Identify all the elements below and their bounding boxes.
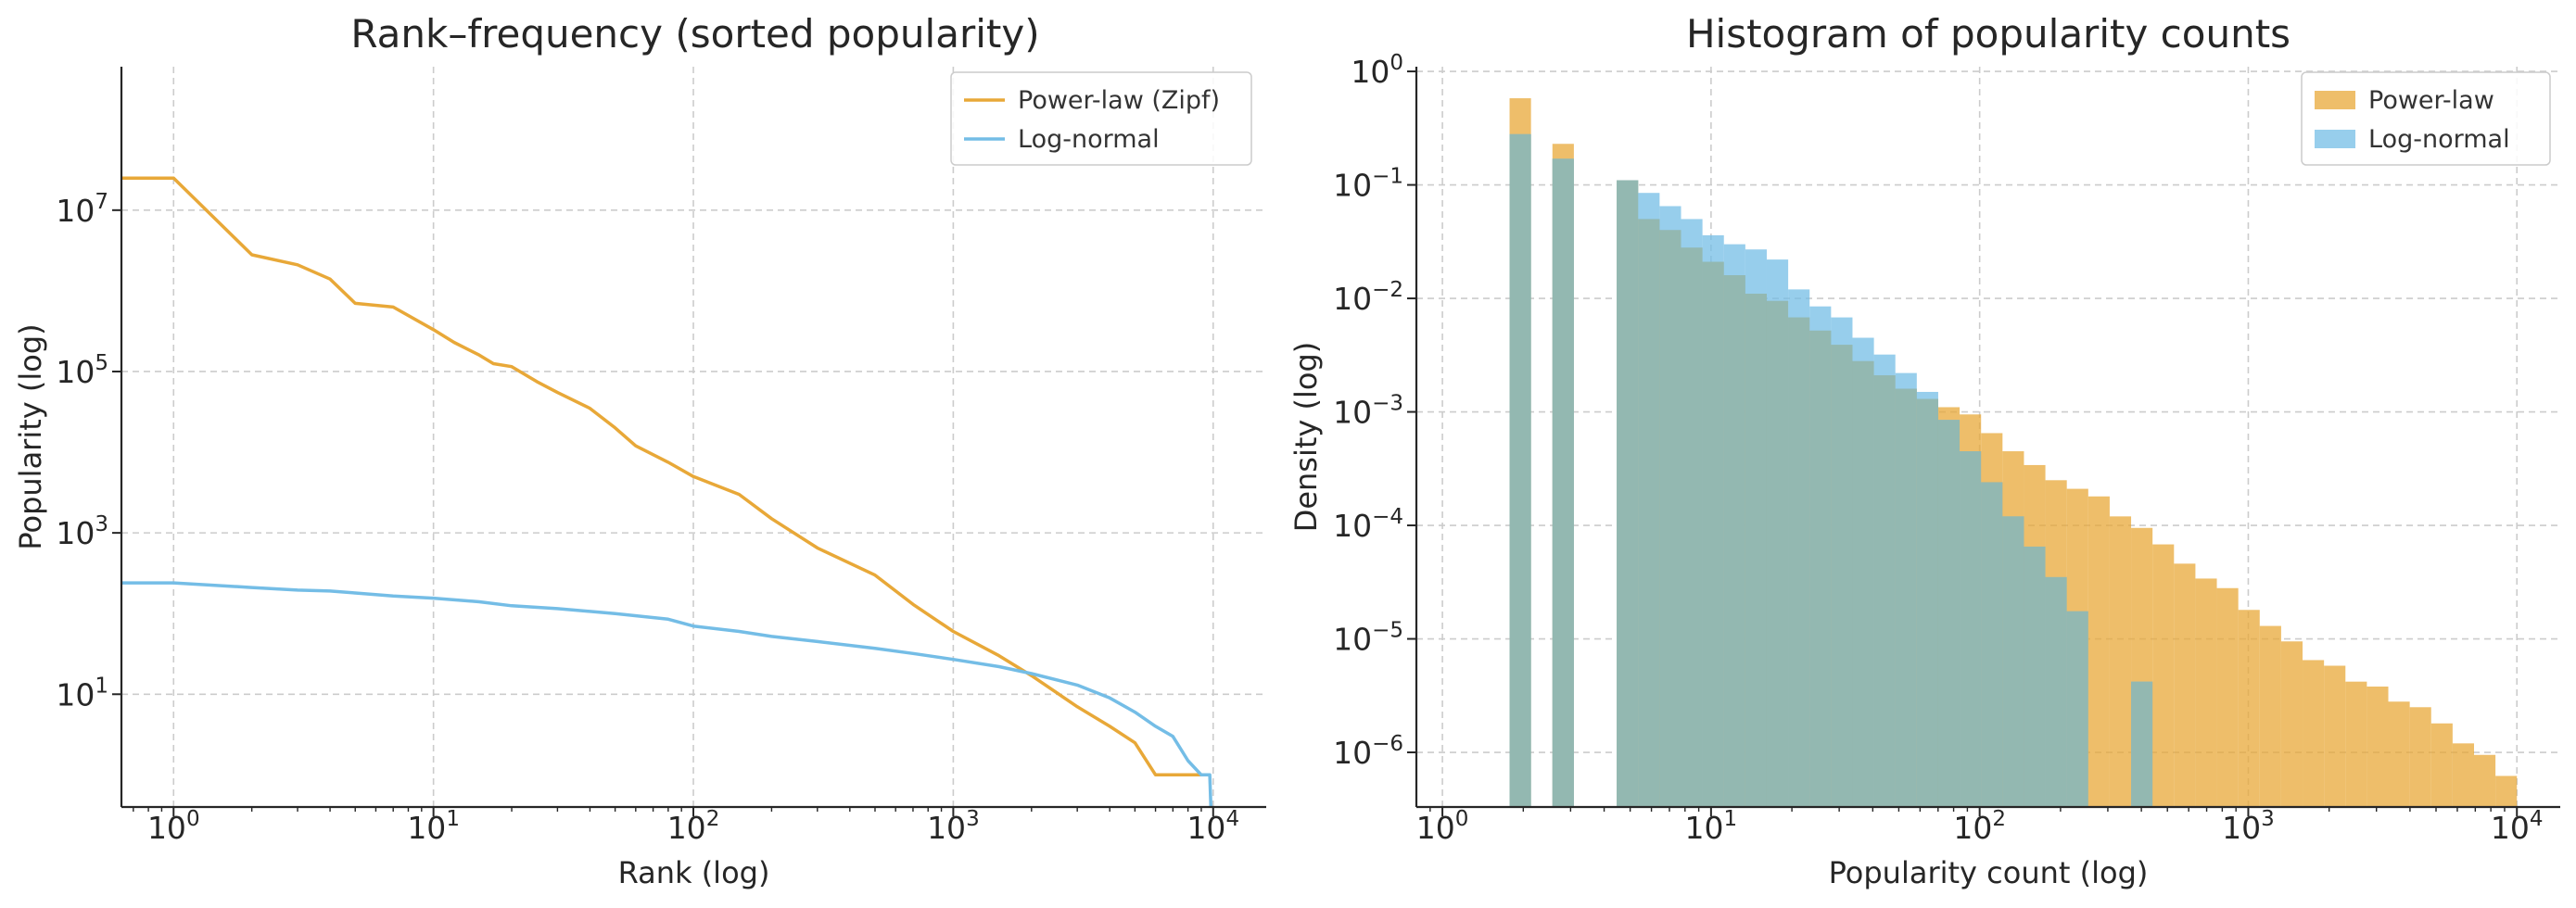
- bar-overlap: [2131, 681, 2153, 807]
- y-tick-label: 10−5: [1333, 619, 1403, 658]
- bar-overlap: [1638, 219, 1660, 808]
- x-tick-label: 103: [927, 807, 980, 846]
- legend-label: Power-law (Zipf): [1018, 86, 1220, 115]
- histogram-chart: 100 101 102 103 104 10−6 10−5 10−4 10−3 10−2 10−1 1…: [1288, 11, 2560, 890]
- bar-overlap: [1552, 158, 1574, 808]
- x-tick-label: 101: [407, 807, 460, 846]
- bar-overlap: [1809, 330, 1832, 807]
- bar-power-law: [2452, 743, 2474, 807]
- legend: Power-law Log-normal: [2301, 71, 2551, 166]
- bar-power-law: [2409, 707, 2431, 807]
- series-line-power-law: [121, 176, 1208, 777]
- bar-overlap: [2002, 516, 2024, 807]
- bar-power-law: [2367, 687, 2389, 807]
- bar-overlap: [1895, 388, 1917, 807]
- bar-power-law: [2174, 563, 2196, 807]
- legend-swatch: [2315, 91, 2355, 109]
- bar-overlap: [1916, 398, 1938, 807]
- bar-overlap: [1831, 345, 1853, 807]
- bar-overlap: [1960, 451, 1982, 807]
- bar-power-law: [2388, 701, 2410, 807]
- y-tick-label: 105: [56, 351, 108, 390]
- legend-label: Power-law: [2368, 86, 2494, 115]
- bar-overlap: [1723, 275, 1745, 807]
- y-tick-label: 101: [56, 674, 108, 713]
- legend-box: [2301, 71, 2551, 166]
- bar-overlap: [1981, 482, 2003, 807]
- x-tick-label: 102: [1953, 807, 2006, 846]
- bar-overlap: [1617, 180, 1639, 807]
- legend-box: [950, 71, 1252, 166]
- bar-power-law: [2473, 754, 2496, 807]
- y-tick-label: 10−2: [1333, 278, 1403, 317]
- y-tick-label: 107: [56, 190, 108, 229]
- x-tick-label: 100: [1416, 807, 1469, 846]
- x-axis-label: Popularity count (log): [1829, 855, 2149, 890]
- x-tick-label: 102: [667, 807, 720, 846]
- y-tick-label: 100: [1351, 51, 1403, 90]
- x-tick-label: 101: [1685, 807, 1738, 846]
- y-tick-label: 103: [56, 512, 108, 551]
- y-axis-label: Density (log): [1288, 342, 1324, 533]
- bar-power-law: [2238, 610, 2260, 807]
- chart-title: Histogram of popularity counts: [1686, 11, 2290, 57]
- bar-power-law: [2109, 516, 2132, 807]
- bar-overlap: [1873, 375, 1896, 807]
- legend-label: Log-normal: [2368, 125, 2510, 154]
- series-line-log-normal: [121, 581, 1213, 808]
- bar-power-law: [2345, 681, 2367, 807]
- chart-title: Rank–frequency (sorted popularity): [350, 11, 1039, 57]
- bar-power-law: [2430, 723, 2453, 807]
- bar-overlap: [1937, 420, 1961, 807]
- bar-overlap: [1509, 133, 1531, 808]
- legend-swatch: [2315, 130, 2355, 148]
- x-tick-label: 104: [2491, 807, 2544, 846]
- bar-overlap: [2066, 611, 2088, 807]
- bar-overlap: [1659, 230, 1681, 807]
- bar-power-law: [2495, 776, 2518, 807]
- bar-overlap: [2045, 576, 2067, 807]
- bar-power-law: [2216, 587, 2239, 807]
- bar-overlap: [2024, 546, 2046, 807]
- y-tick-label: 10−4: [1333, 505, 1403, 544]
- bar-power-law: [2195, 578, 2217, 807]
- x-tick-label: 103: [2222, 807, 2275, 846]
- bar-overlap: [1852, 360, 1874, 807]
- bar-overlap: [1766, 300, 1789, 807]
- y-tick-label: 10−1: [1333, 165, 1403, 204]
- bar-power-law: [2303, 660, 2325, 807]
- y-tick-label: 10−3: [1333, 392, 1403, 431]
- x-tick-label: 100: [147, 807, 200, 846]
- legend-label: Log-normal: [1018, 125, 1160, 154]
- legend: Power-law (Zipf) Log-normal: [950, 71, 1252, 166]
- y-axis-label: Popularity (log): [13, 323, 48, 549]
- bar-power-law: [2280, 641, 2303, 807]
- bar-power-law: [2259, 625, 2281, 807]
- x-axis-label: Rank (log): [618, 855, 770, 890]
- x-tick-label: 104: [1186, 807, 1239, 846]
- bar-power-law: [2324, 665, 2346, 807]
- bar-overlap: [1702, 261, 1724, 808]
- bar-overlap: [1745, 293, 1767, 807]
- bar-overlap: [1788, 317, 1810, 807]
- rank-frequency-chart: 100 101 102 103 104 101 103 105 107 Rank–frequenc…: [13, 11, 1266, 890]
- bar-power-law: [2087, 496, 2110, 807]
- bar-power-law: [2152, 544, 2175, 807]
- y-tick-label: 10−6: [1333, 732, 1403, 771]
- bar-overlap: [1681, 247, 1703, 807]
